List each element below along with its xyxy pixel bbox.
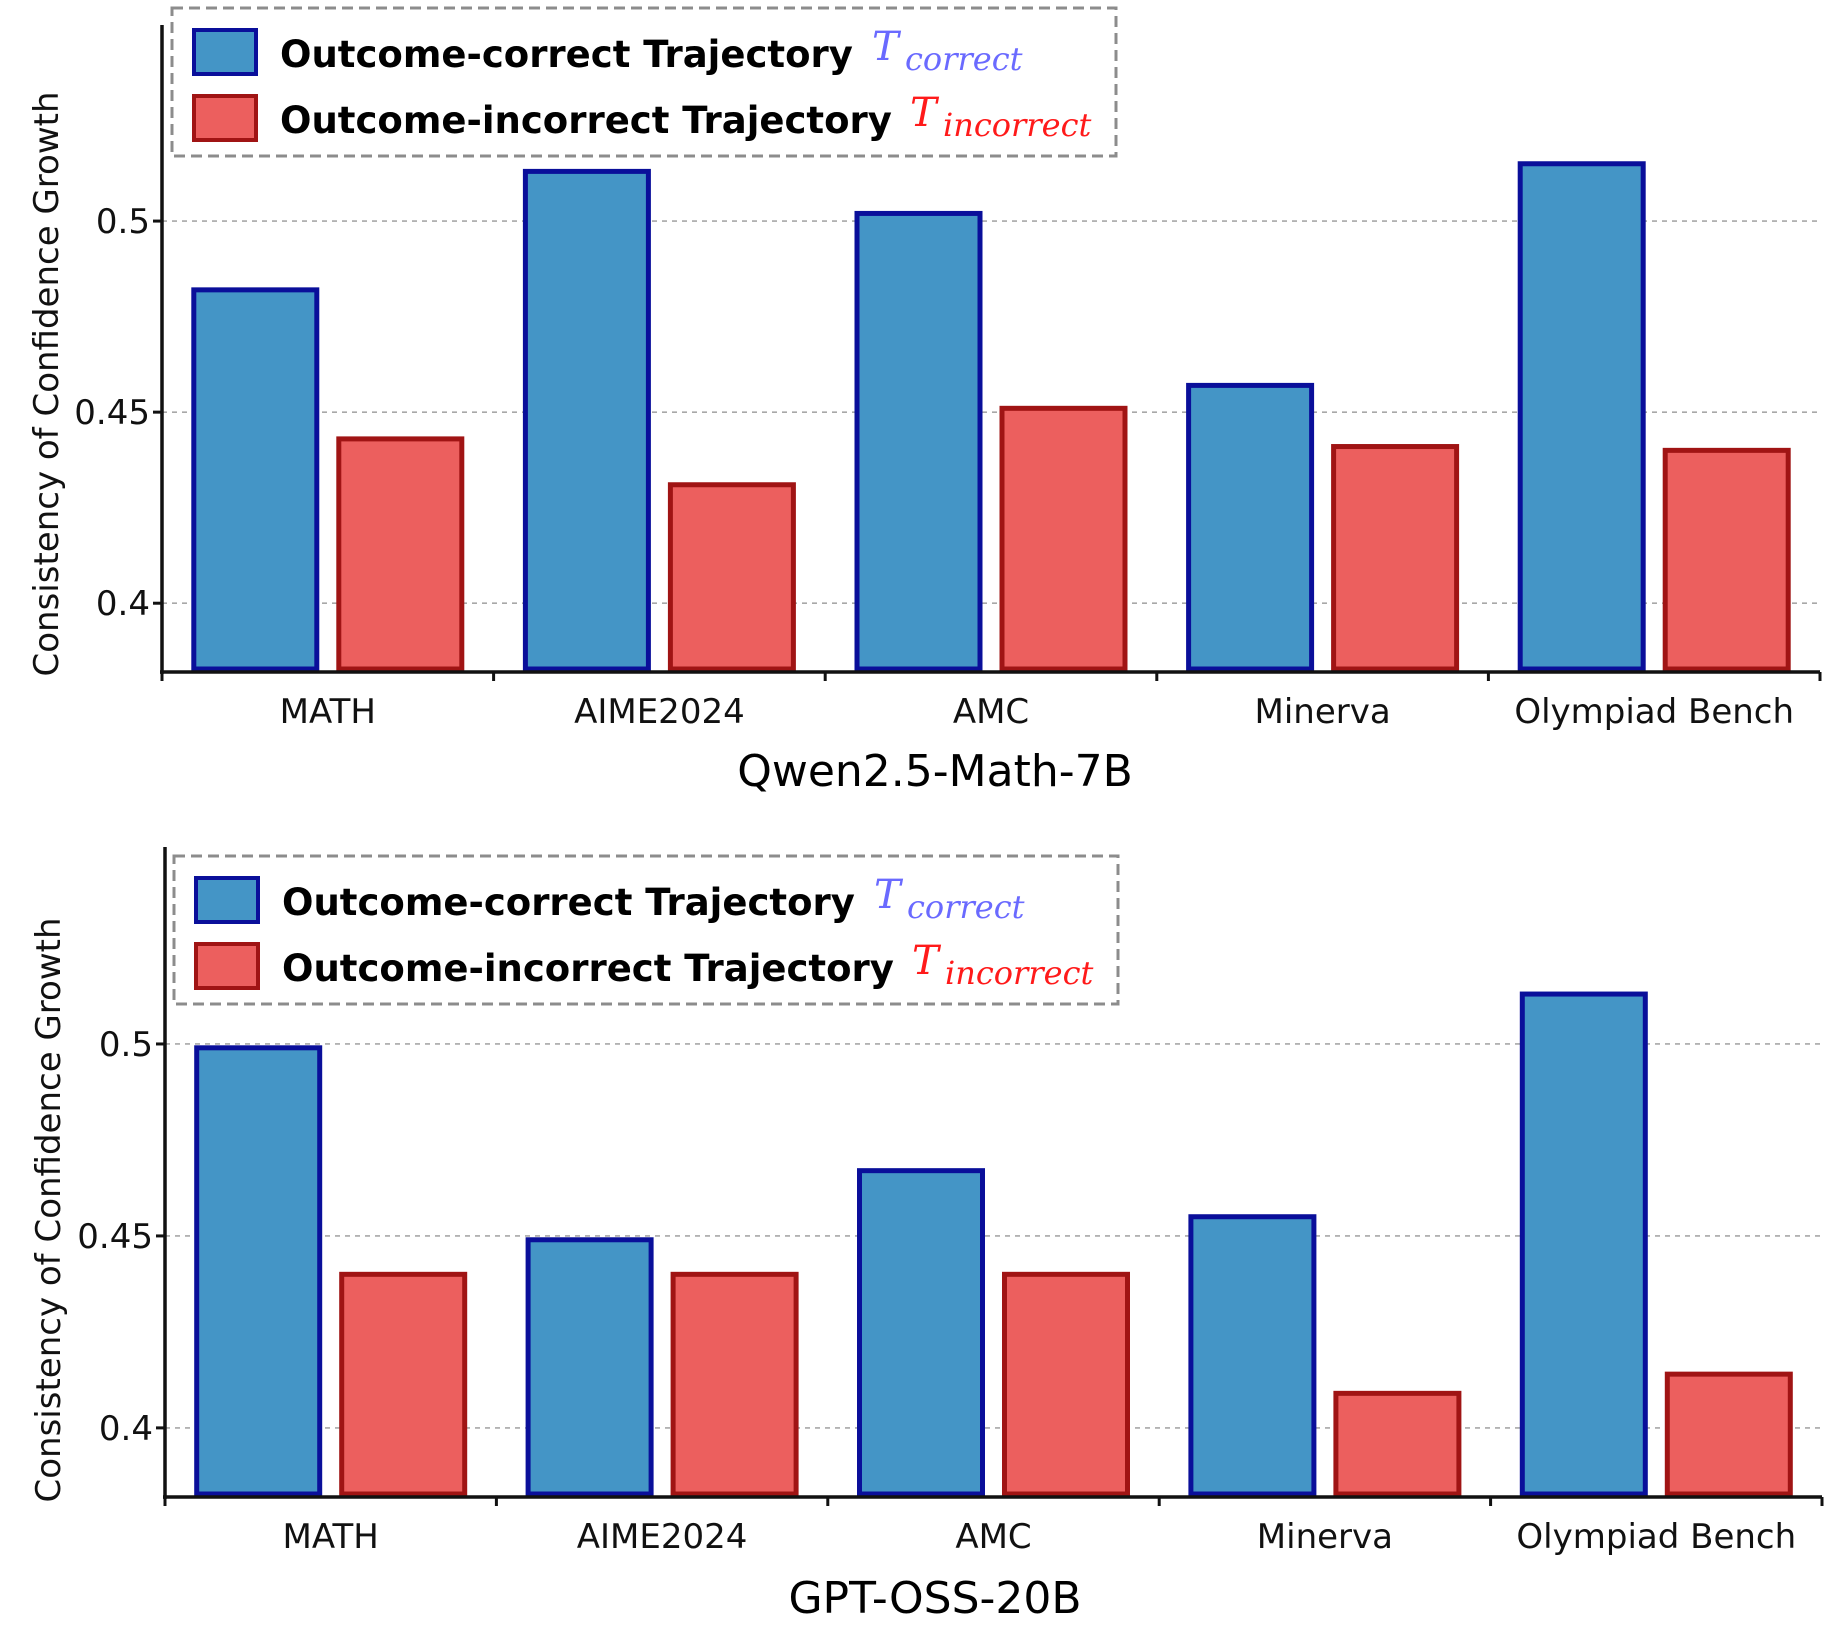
legend-subscript-correct: correct	[907, 888, 1025, 926]
bar-incorrect-math	[336, 436, 465, 672]
bar-incorrect-minerva	[1333, 1390, 1462, 1497]
legend-swatch-correct	[194, 876, 260, 924]
legend-symbol-correct: T	[874, 872, 904, 918]
x-tick-label: MATH	[280, 692, 376, 732]
legend-box	[170, 6, 1118, 158]
legend-swatch-incorrect	[192, 94, 258, 142]
bar-correct-amc	[854, 210, 983, 672]
y-tick-label: 0.4	[99, 1409, 153, 1449]
x-tick-label: Olympiad Bench	[1516, 1517, 1796, 1557]
x-tick-label: Olympiad Bench	[1514, 692, 1794, 732]
bar-correct-aime2024	[522, 168, 651, 672]
legend-symbol-correct: T	[872, 24, 902, 70]
y-tick-label: 0.4	[96, 584, 150, 624]
legend-symbol-incorrect: T	[910, 90, 940, 136]
x-tick-label: AMC	[955, 1517, 1031, 1557]
y-axis-label: Consistency of Confidence Growth	[27, 91, 67, 676]
bar-correct-math	[191, 287, 320, 672]
chart-subtitle: GPT-OSS-20B	[788, 1573, 1081, 1624]
bar-correct-math	[194, 1045, 323, 1497]
legend-label-incorrect: Outcome-incorrect Trajectory	[280, 99, 892, 142]
legend-label-incorrect: Outcome-incorrect Trajectory	[282, 947, 894, 990]
x-tick-label: AMC	[953, 692, 1029, 732]
bar-incorrect-minerva	[1331, 444, 1460, 672]
legend-label-correct: Outcome-correct Trajectory	[280, 33, 853, 76]
bar-correct-olympiad-bench	[1517, 161, 1646, 672]
legend-label-correct: Outcome-correct Trajectory	[282, 881, 855, 924]
y-tick-label: 0.5	[99, 1025, 153, 1065]
bar-correct-aime2024	[525, 1237, 654, 1497]
legend-subscript-correct: correct	[905, 40, 1023, 78]
y-axis-label: Consistency of Confidence Growth	[29, 917, 69, 1502]
legend-box	[172, 854, 1120, 1006]
bar-incorrect-aime2024	[667, 482, 796, 672]
chart-subtitle: Qwen2.5-Math-7B	[737, 746, 1133, 797]
legend-subscript-incorrect: incorrect	[945, 954, 1093, 992]
chart-panel-1: MATH AIME2024 AMC Minerva Olympiad Bench 0.4 0…	[27, 6, 1822, 797]
chart-panel-2: MATH AIME2024 AMC Minerva Olympiad Bench 0.4 0…	[29, 847, 1824, 1624]
bar-correct-olympiad-bench	[1519, 991, 1648, 1497]
y-tick-label: 0.45	[77, 1217, 153, 1257]
x-tick-label: Minerva	[1255, 692, 1391, 732]
bar-correct-minerva	[1186, 382, 1315, 672]
x-tick-label: Minerva	[1257, 1517, 1393, 1557]
y-tick-label: 0.45	[74, 393, 150, 433]
bar-correct-minerva	[1188, 1214, 1317, 1497]
x-tick-label: AIME2024	[577, 1517, 748, 1557]
bar-incorrect-olympiad-bench	[1662, 447, 1791, 672]
legend-swatch-correct	[192, 28, 258, 76]
legend-swatch-incorrect	[194, 942, 260, 990]
legend-symbol-incorrect: T	[912, 938, 942, 984]
bar-incorrect-olympiad-bench	[1664, 1371, 1793, 1497]
bar-incorrect-amc	[1002, 1271, 1130, 1497]
bar-incorrect-math	[339, 1271, 468, 1497]
x-tick-label: MATH	[283, 1517, 379, 1557]
bar-incorrect-amc	[999, 405, 1128, 672]
bar-incorrect-aime2024	[670, 1271, 799, 1497]
y-tick-label: 0.5	[96, 202, 150, 242]
x-tick-label: AIME2024	[574, 692, 745, 732]
legend-subscript-incorrect: incorrect	[943, 106, 1091, 144]
bar-correct-amc	[857, 1168, 985, 1497]
